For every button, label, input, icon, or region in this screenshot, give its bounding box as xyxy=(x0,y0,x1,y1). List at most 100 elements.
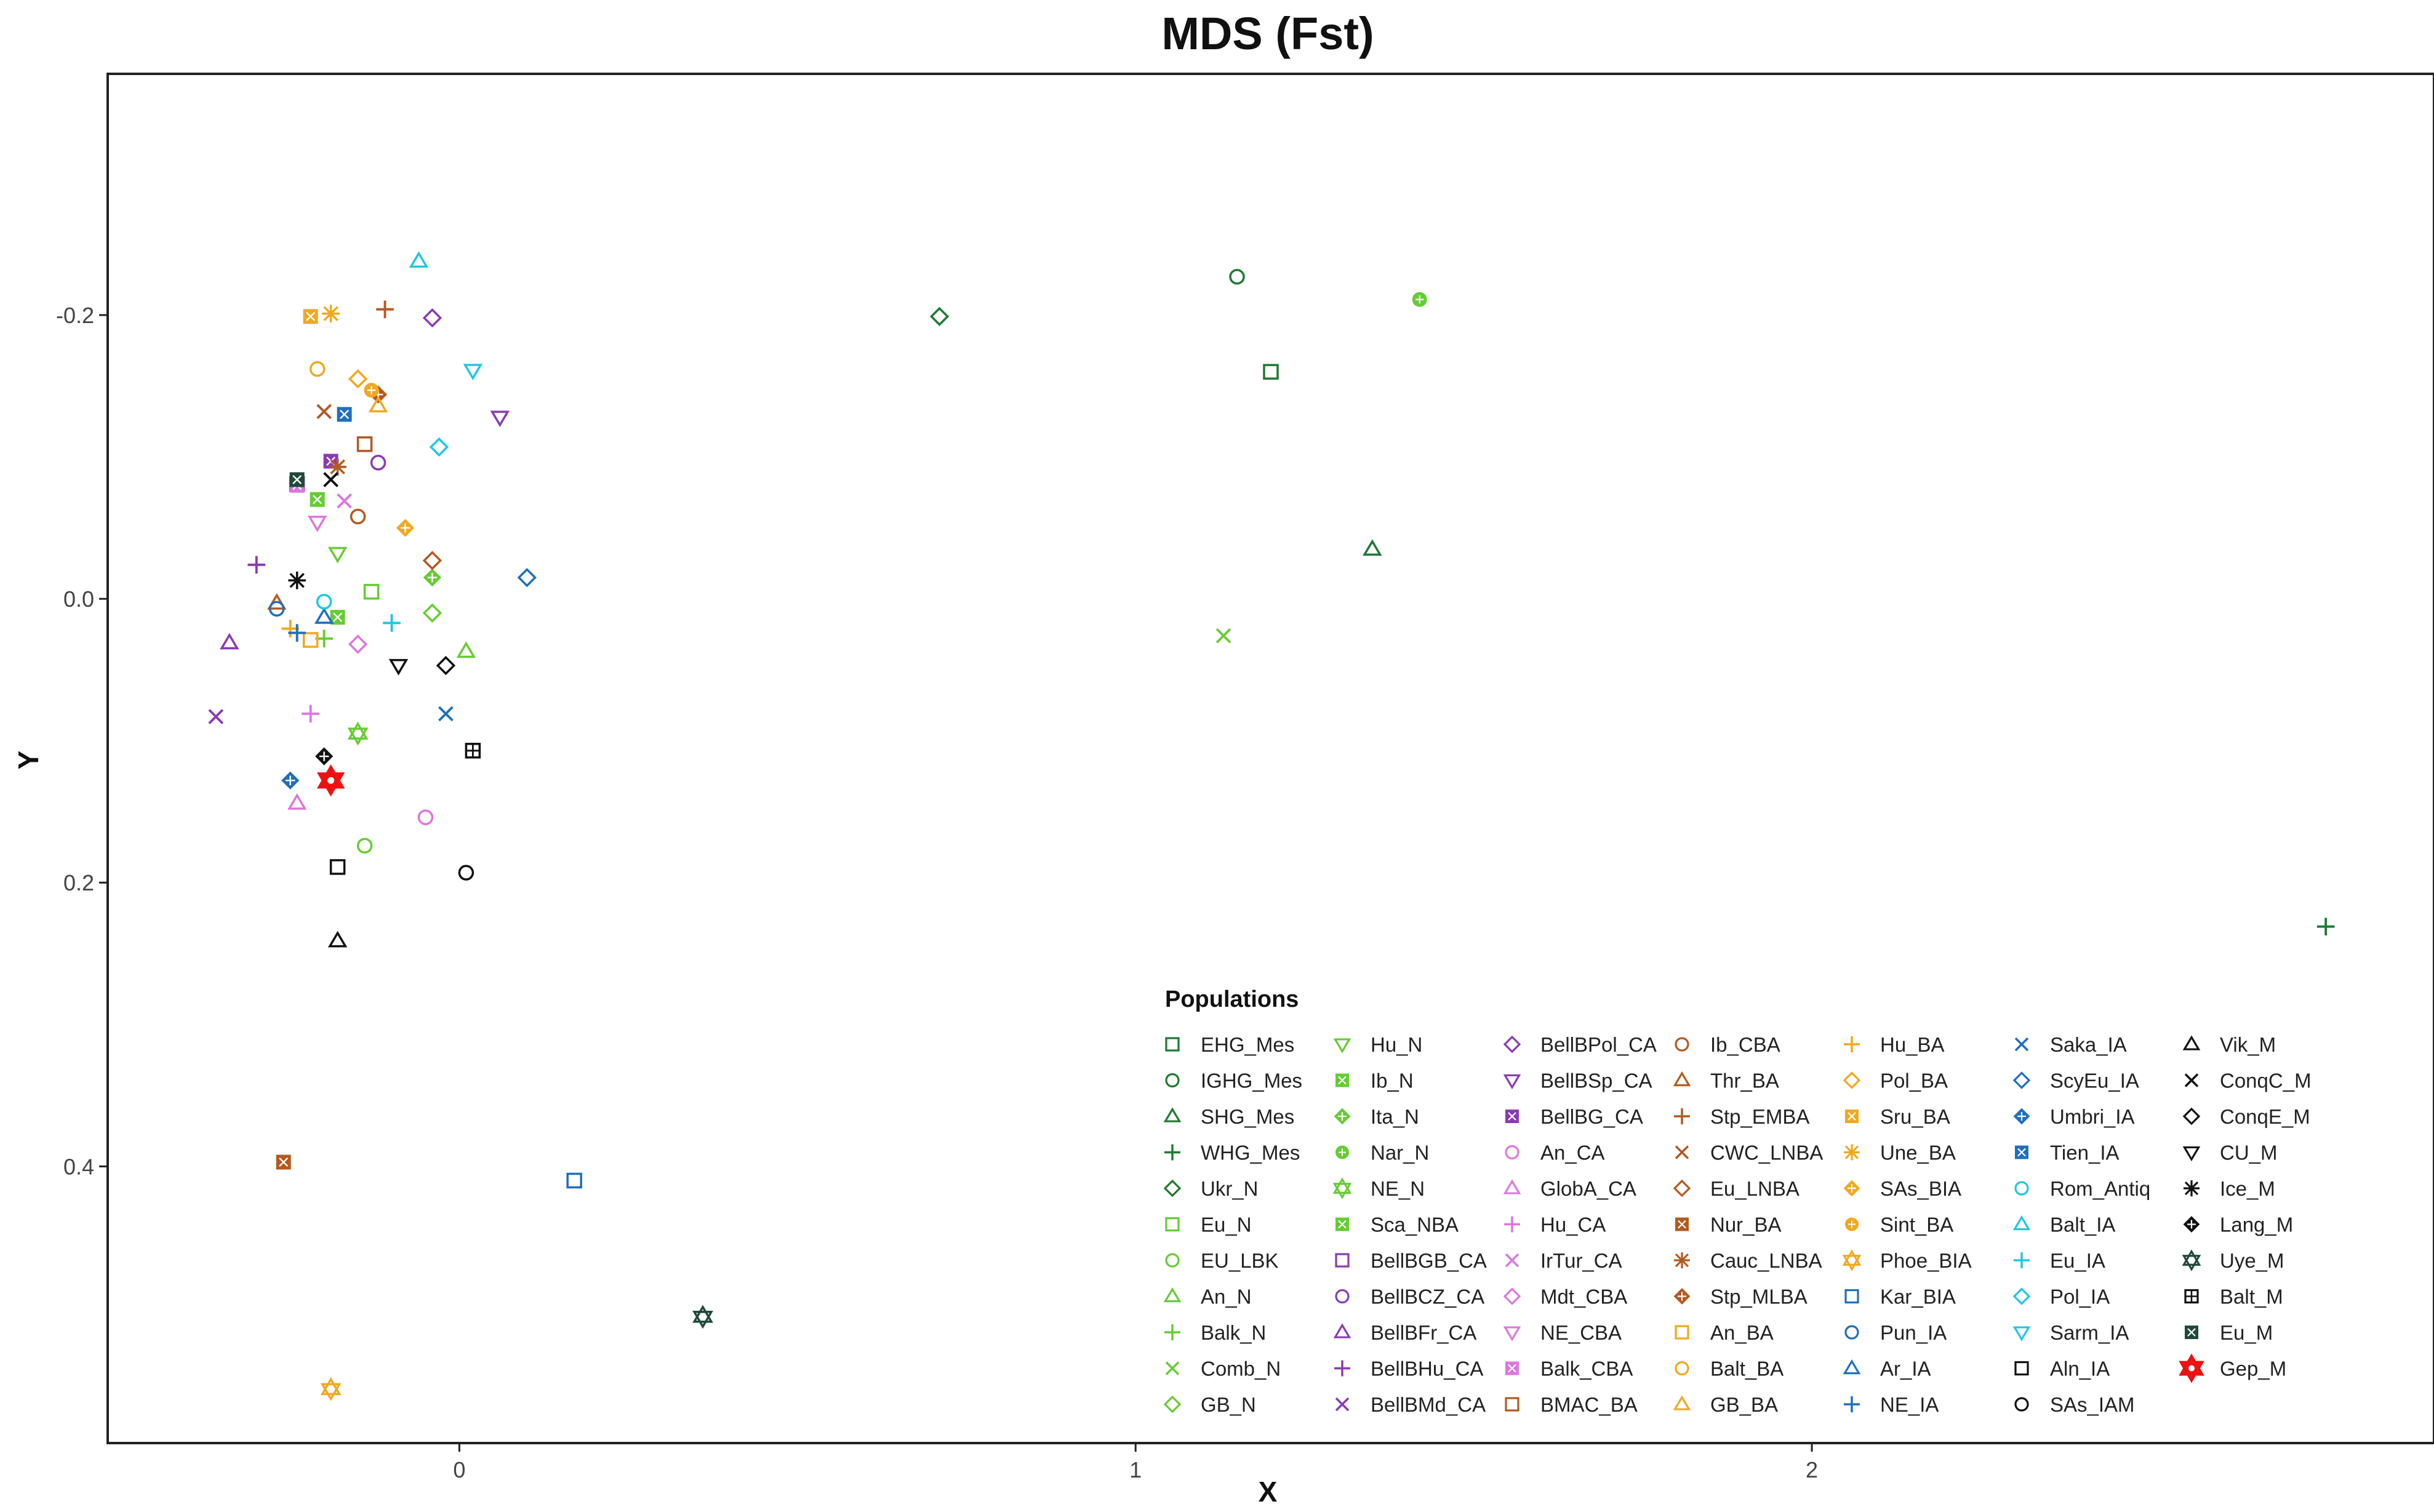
point-eu-lnba xyxy=(422,551,442,570)
legend-label: Phoe_BIA xyxy=(1880,1249,1972,1272)
point-ar-ia xyxy=(314,607,334,624)
legend-key-sru-ba xyxy=(1845,1110,1859,1123)
legend-label: Pun_IA xyxy=(1880,1321,1947,1344)
legend-key-ib-cba xyxy=(1675,1037,1689,1052)
legend-item: Eu_IA xyxy=(2014,1249,2105,1272)
legend-label: GB_BA xyxy=(1710,1393,1778,1416)
point-une-ba xyxy=(322,305,340,322)
point-phoe-bia xyxy=(320,1377,342,1401)
point-conqc-m xyxy=(323,472,338,487)
legend-item: GB_BA xyxy=(1673,1393,1778,1416)
legend-key-balt-m xyxy=(2184,1289,2199,1304)
legend-label: Vik_M xyxy=(2220,1033,2276,1056)
point-bellbmd-ca xyxy=(208,709,224,724)
point-an-ba xyxy=(302,632,319,648)
point-cauc-lnba xyxy=(329,458,346,476)
point-bellbhu-ca xyxy=(247,556,266,574)
legend-label: BMAC_BA xyxy=(1540,1393,1638,1416)
legend-item: An_CA xyxy=(1505,1142,1605,1164)
plot-frame xyxy=(106,73,2434,1444)
legend-key-ice-m xyxy=(2184,1180,2200,1196)
legend-item: An_N xyxy=(1163,1286,1252,1308)
legend-item: ScyEu_IA xyxy=(2012,1070,2139,1092)
legend-item: CU_M xyxy=(2182,1142,2278,1164)
point-ib-cba xyxy=(350,508,366,525)
legend-label: Sint_BA xyxy=(1880,1214,1953,1236)
legend-item: An_BA xyxy=(1675,1321,1774,1344)
legend-label: Ib_CBA xyxy=(1710,1033,1780,1056)
legend-key-bellbg-ca xyxy=(1505,1110,1519,1123)
legend-item: Uye_M xyxy=(2182,1249,2284,1272)
legend-key-tien-ia xyxy=(2015,1145,2028,1159)
legend-label: Balt_BA xyxy=(1710,1358,1783,1380)
point-umbri-ia xyxy=(281,771,300,790)
legend-item: Cauc_LNBA xyxy=(1674,1249,1822,1272)
legend-item: Sca_NBA xyxy=(1335,1214,1459,1236)
point-ice-m xyxy=(288,571,306,590)
point-balt-ia xyxy=(409,251,429,268)
legend-item: BellBG_CA xyxy=(1505,1105,1643,1128)
y-tick-label: -0.2 xyxy=(56,303,94,328)
legend-label: Ice_M xyxy=(2220,1177,2275,1200)
legend-item: Rom_Antiq xyxy=(2014,1177,2150,1200)
point-gep-m xyxy=(316,764,345,797)
legend-key-ukr-n xyxy=(1163,1179,1182,1198)
legend-label: BellBCZ_CA xyxy=(1371,1286,1484,1308)
y-axis-label: Y xyxy=(12,751,44,770)
legend-item: Eu_N xyxy=(1165,1214,1252,1236)
legend-key-pol-ia xyxy=(2012,1287,2031,1305)
legend-label: Stp_EMBA xyxy=(1710,1105,1809,1128)
legend-key-gep-m xyxy=(2179,1353,2204,1383)
legend-label: Eu_N xyxy=(1201,1214,1252,1236)
point-bellbpol-ca xyxy=(422,308,442,328)
legend-label: Tien_IA xyxy=(2050,1142,2120,1164)
point-nar-n xyxy=(1412,292,1427,307)
legend-key-cu-m xyxy=(2182,1146,2201,1162)
legend-label: IrTur_CA xyxy=(1540,1249,1622,1272)
legend-label: Hu_BA xyxy=(1880,1033,1945,1056)
legend-key-balt-ia xyxy=(2012,1215,2031,1231)
legend-label: Une_BA xyxy=(1880,1142,1956,1164)
legend-item: EU_LBK xyxy=(1165,1249,1279,1272)
point-sca-nba xyxy=(330,610,345,625)
data-points xyxy=(208,251,2335,1401)
point-sas-bia xyxy=(396,519,415,537)
legend-item: ConqE_M xyxy=(2182,1105,2310,1128)
legend-item: WHG_Mes xyxy=(1164,1142,1300,1164)
legend-item: Nur_BA xyxy=(1675,1214,1782,1236)
legend-item: Une_BA xyxy=(1844,1142,1956,1164)
point-stp-emba xyxy=(376,300,394,319)
legend-label: NE_N xyxy=(1371,1177,1425,1200)
legend-item: Eu_LNBA xyxy=(1673,1177,1799,1200)
legend-key-nur-ba xyxy=(1675,1217,1689,1231)
legend-item: Kar_BIA xyxy=(1844,1286,1956,1308)
legend-label: Lang_M xyxy=(2220,1214,2293,1236)
legend-key-hu-n xyxy=(1333,1038,1351,1054)
legend-label: Hu_CA xyxy=(1540,1214,1606,1236)
y-tick-label: 0.4 xyxy=(63,1154,94,1179)
legend-item: NE_N xyxy=(1332,1177,1425,1200)
legend-key-balk-cba xyxy=(1505,1361,1519,1375)
legend-key-conqc-m xyxy=(2184,1073,2199,1087)
legend-key-an-ca xyxy=(1505,1145,1519,1160)
legend: EHG_Mes IGHG_Mes SHG_Mes WHG_Mes Ukr_N Eu_N EU… xyxy=(1163,1033,2312,1416)
legend-label: GlobA_CA xyxy=(1540,1177,1636,1200)
legend-label: Eu_M xyxy=(2220,1321,2273,1344)
legend-key-ar-ia xyxy=(1843,1359,1861,1375)
legend-label: SAs_BIA xyxy=(1880,1177,1961,1200)
legend-label: WHG_Mes xyxy=(1201,1142,1300,1164)
legend-label: CU_M xyxy=(2220,1142,2278,1164)
legend-key-balk-n xyxy=(1164,1324,1180,1340)
point-cu-m xyxy=(388,658,409,676)
legend-item: BellBFr_CA xyxy=(1333,1321,1476,1344)
legend-key-conqe-m xyxy=(2182,1107,2201,1126)
legend-label: An_BA xyxy=(1710,1321,1774,1344)
point-uye-m xyxy=(692,1305,713,1329)
legend-key-ighg-mes xyxy=(1165,1073,1180,1088)
legend-label: IGHG_Mes xyxy=(1201,1070,1302,1092)
legend-key-gb-ba xyxy=(1673,1395,1691,1410)
legend-key-umbri-ia xyxy=(2013,1108,2030,1125)
legend-key-uye-m xyxy=(2182,1249,2201,1271)
legend-label: Stp_MLBA xyxy=(1710,1286,1807,1308)
legend-key-eu-m xyxy=(2185,1326,2198,1339)
